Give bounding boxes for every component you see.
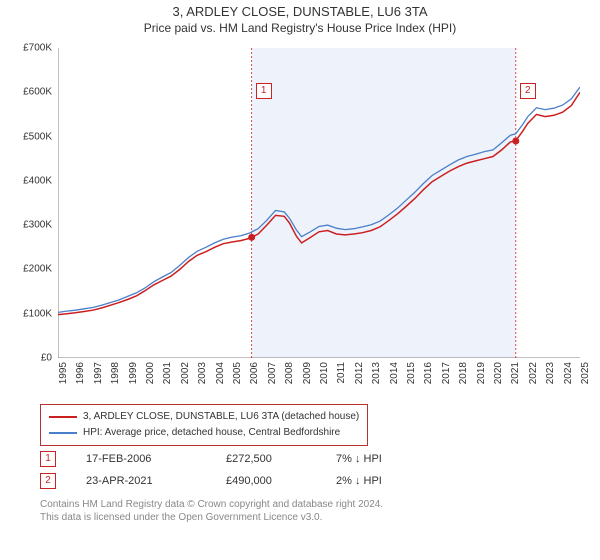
x-tick-label: 2021 xyxy=(510,362,521,384)
sale-delta: 2% ↓ HPI xyxy=(336,475,446,487)
x-tick-label: 2012 xyxy=(354,362,365,384)
y-tick-label: £400K xyxy=(2,175,52,186)
sale-rows: 1 17-FEB-2006£272,5007% ↓ HPI 2 23-APR-2021… xyxy=(40,448,446,492)
legend-label: HPI: Average price, detached house, Cent… xyxy=(83,425,340,441)
x-tick-label: 2001 xyxy=(162,362,173,384)
legend-item: HPI: Average price, detached house, Cent… xyxy=(49,425,359,441)
y-tick-label: £200K xyxy=(2,264,52,275)
x-tick-label: 2025 xyxy=(580,362,591,384)
footnote: Contains HM Land Registry data © Crown c… xyxy=(40,498,383,524)
legend-swatch xyxy=(49,432,77,434)
y-tick-label: £600K xyxy=(2,87,52,98)
x-tick-label: 2014 xyxy=(389,362,400,384)
x-tick-label: 2005 xyxy=(232,362,243,384)
x-tick-label: 2018 xyxy=(458,362,469,384)
line-chart xyxy=(58,48,580,358)
legend-swatch xyxy=(49,416,77,418)
x-tick-label: 1997 xyxy=(93,362,104,384)
y-tick-label: £100K xyxy=(2,308,52,319)
legend-item: 3, ARDLEY CLOSE, DUNSTABLE, LU6 3TA (det… xyxy=(49,409,359,425)
x-tick-label: 1996 xyxy=(75,362,86,384)
x-tick-label: 2011 xyxy=(336,362,347,384)
sale-price: £490,000 xyxy=(226,475,336,487)
sale-marker-box: 2 xyxy=(40,473,56,489)
x-tick-label: 2020 xyxy=(493,362,504,384)
sale-date: 23-APR-2021 xyxy=(86,475,226,487)
marker-box: 1 xyxy=(256,83,272,99)
x-tick-label: 1995 xyxy=(58,362,69,384)
x-tick-label: 2024 xyxy=(563,362,574,384)
footnote-line1: Contains HM Land Registry data © Crown c… xyxy=(40,498,383,511)
sale-marker-box: 1 xyxy=(40,451,56,467)
y-tick-label: £0 xyxy=(2,353,52,364)
x-tick-label: 2007 xyxy=(267,362,278,384)
y-tick-label: £700K xyxy=(2,43,52,54)
x-tick-label: 1999 xyxy=(128,362,139,384)
x-tick-label: 1998 xyxy=(110,362,121,384)
sale-row: 2 23-APR-2021£490,0002% ↓ HPI xyxy=(40,470,446,492)
x-tick-label: 2009 xyxy=(302,362,313,384)
sale-row: 1 17-FEB-2006£272,5007% ↓ HPI xyxy=(40,448,446,470)
sale-price: £272,500 xyxy=(226,453,336,465)
x-tick-label: 2013 xyxy=(371,362,382,384)
chart-area: £0£100K£200K£300K£400K£500K£600K£700K 19… xyxy=(58,48,580,358)
chart-container: 3, ARDLEY CLOSE, DUNSTABLE, LU6 3TA Pric… xyxy=(0,0,600,560)
y-tick-label: £500K xyxy=(2,131,52,142)
x-tick-label: 2008 xyxy=(284,362,295,384)
x-tick-label: 2004 xyxy=(215,362,226,384)
x-tick-label: 2010 xyxy=(319,362,330,384)
x-tick-label: 2023 xyxy=(545,362,556,384)
title-address: 3, ARDLEY CLOSE, DUNSTABLE, LU6 3TA xyxy=(0,4,600,19)
x-tick-label: 2017 xyxy=(441,362,452,384)
y-tick-label: £300K xyxy=(2,220,52,231)
legend: 3, ARDLEY CLOSE, DUNSTABLE, LU6 3TA (det… xyxy=(40,404,368,446)
x-tick-label: 2015 xyxy=(406,362,417,384)
title-subtitle: Price paid vs. HM Land Registry's House … xyxy=(0,21,600,35)
x-tick-label: 2002 xyxy=(180,362,191,384)
marker-box: 2 xyxy=(520,83,536,99)
footnote-line2: This data is licensed under the Open Gov… xyxy=(40,511,383,524)
titles: 3, ARDLEY CLOSE, DUNSTABLE, LU6 3TA Pric… xyxy=(0,0,600,35)
x-tick-label: 2006 xyxy=(249,362,260,384)
sale-date: 17-FEB-2006 xyxy=(86,453,226,465)
legend-label: 3, ARDLEY CLOSE, DUNSTABLE, LU6 3TA (det… xyxy=(83,409,359,425)
x-tick-label: 2019 xyxy=(476,362,487,384)
x-tick-label: 2000 xyxy=(145,362,156,384)
x-tick-label: 2016 xyxy=(423,362,434,384)
sale-delta: 7% ↓ HPI xyxy=(336,453,446,465)
x-tick-label: 2022 xyxy=(528,362,539,384)
x-tick-label: 2003 xyxy=(197,362,208,384)
